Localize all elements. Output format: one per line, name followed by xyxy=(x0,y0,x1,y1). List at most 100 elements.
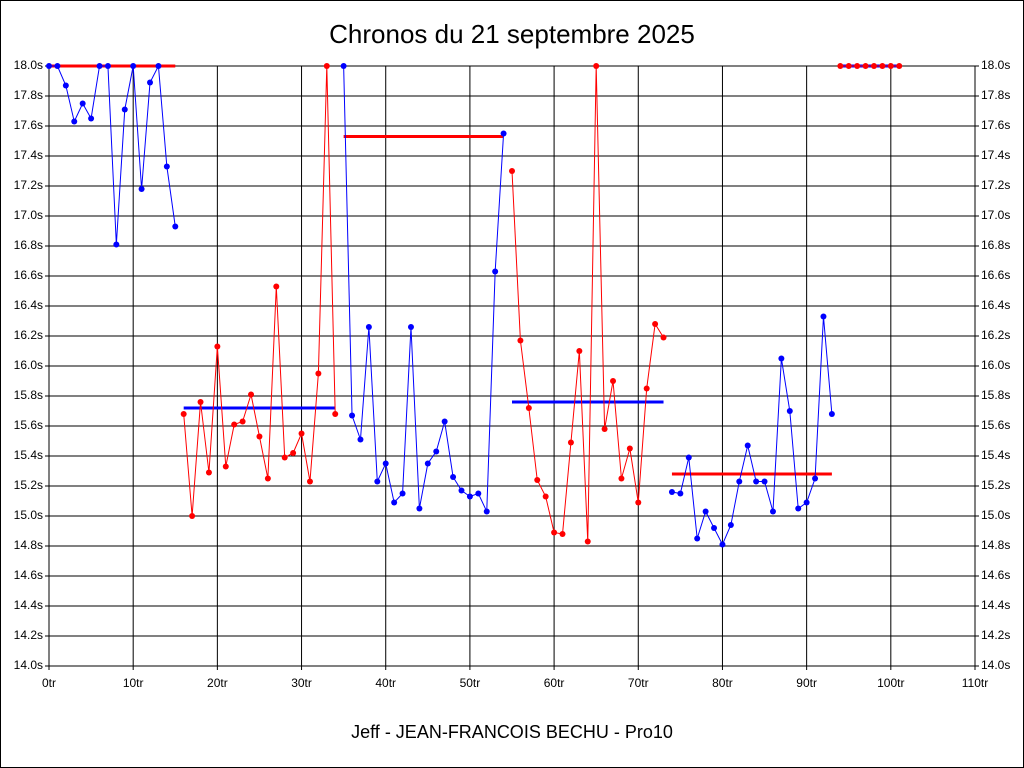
y-tick-label: 17.4s xyxy=(14,148,43,162)
y2-tick-label: 15.2s xyxy=(981,478,1010,492)
data-point xyxy=(643,385,650,392)
data-point xyxy=(862,63,869,69)
data-point xyxy=(753,478,760,485)
y-tick-label: 16.4s xyxy=(14,298,43,312)
y-tick-label: 14.6s xyxy=(14,568,43,582)
y2-tick-label: 17.0s xyxy=(981,208,1010,222)
data-point xyxy=(593,63,600,69)
data-point xyxy=(298,430,305,437)
data-point xyxy=(744,442,751,449)
data-point xyxy=(517,337,524,344)
data-point xyxy=(635,499,642,506)
y2-tick-label: 17.2s xyxy=(981,178,1010,192)
data-point xyxy=(222,463,229,470)
data-point xyxy=(374,478,381,485)
data-point xyxy=(365,324,372,330)
data-point xyxy=(416,505,423,512)
data-point xyxy=(677,490,684,497)
y-tick-label: 14.0s xyxy=(14,658,43,672)
x-tick-label: 70tr xyxy=(628,676,649,690)
data-point xyxy=(778,355,785,362)
y2-tick-label: 16.6s xyxy=(981,268,1010,282)
y2-tick-label: 18.0s xyxy=(981,58,1010,72)
data-point xyxy=(71,118,78,125)
data-point xyxy=(441,418,448,425)
data-point xyxy=(719,541,726,548)
data-point xyxy=(248,391,255,398)
data-point xyxy=(407,324,414,330)
data-point xyxy=(290,450,297,456)
y2-tick-label: 17.4s xyxy=(981,148,1010,162)
data-point xyxy=(130,63,137,69)
series-line xyxy=(49,64,176,245)
data-point xyxy=(702,508,709,515)
data-point xyxy=(121,106,128,113)
data-point xyxy=(79,100,86,107)
data-point xyxy=(870,63,877,69)
data-point xyxy=(500,130,507,137)
data-point xyxy=(492,268,499,275)
y-tick-label: 17.8s xyxy=(14,88,43,102)
data-point xyxy=(189,513,196,519)
y2-tick-label: 16.4s xyxy=(981,298,1010,312)
data-point xyxy=(736,478,743,485)
data-point xyxy=(458,487,465,494)
data-point xyxy=(163,163,170,170)
x-tick-label: 90tr xyxy=(796,676,817,690)
y-tick-label: 14.8s xyxy=(14,538,43,552)
data-point xyxy=(450,474,457,480)
data-point xyxy=(879,63,886,69)
data-point xyxy=(626,445,633,452)
y2-tick-label: 15.6s xyxy=(981,418,1010,432)
x-tick-label: 80tr xyxy=(712,676,733,690)
data-point xyxy=(281,454,288,461)
data-point xyxy=(837,63,844,69)
data-point xyxy=(273,283,280,290)
data-point xyxy=(155,63,162,69)
data-point xyxy=(584,538,591,545)
x-tick-label: 10tr xyxy=(123,676,144,690)
y-tick-label: 15.4s xyxy=(14,448,43,462)
data-point xyxy=(391,499,398,506)
data-point xyxy=(812,475,819,482)
data-point xyxy=(509,168,515,174)
data-point xyxy=(46,63,52,69)
y2-tick-label: 16.2s xyxy=(981,328,1010,342)
data-point xyxy=(668,489,675,495)
data-point xyxy=(803,499,810,506)
data-point xyxy=(601,426,608,432)
y2-tick-label: 16.8s xyxy=(981,238,1010,252)
y-tick-label: 16.8s xyxy=(14,238,43,252)
data-point xyxy=(205,469,212,476)
y2-tick-label: 16.0s xyxy=(981,358,1010,372)
data-point xyxy=(845,63,852,69)
data-point xyxy=(256,433,263,440)
data-point xyxy=(96,63,103,69)
data-point xyxy=(466,493,473,500)
x-tick-label: 30tr xyxy=(291,676,312,690)
data-point xyxy=(349,412,356,419)
y-tick-label: 15.8s xyxy=(14,388,43,402)
data-point xyxy=(180,411,187,417)
data-point xyxy=(525,405,532,411)
x-tick-label: 20tr xyxy=(207,676,228,690)
data-point xyxy=(54,63,61,69)
data-point xyxy=(197,399,204,405)
y-tick-label: 15.6s xyxy=(14,418,43,432)
data-point xyxy=(660,334,667,341)
y-tick-label: 16.6s xyxy=(14,268,43,282)
y2-tick-label: 14.4s xyxy=(981,598,1010,612)
y2-tick-label: 14.2s xyxy=(981,628,1010,642)
y2-tick-label: 15.0s xyxy=(981,508,1010,522)
x-tick-label: 50tr xyxy=(460,676,481,690)
y2-tick-label: 15.8s xyxy=(981,388,1010,402)
data-point xyxy=(854,63,861,69)
y2-tick-label: 17.6s xyxy=(981,118,1010,132)
data-point xyxy=(542,493,549,500)
y-tick-label: 18.0s xyxy=(14,58,43,72)
data-point xyxy=(475,490,482,497)
y2-tick-label: 17.8s xyxy=(981,88,1010,102)
data-point xyxy=(214,343,221,350)
data-point xyxy=(264,475,271,482)
